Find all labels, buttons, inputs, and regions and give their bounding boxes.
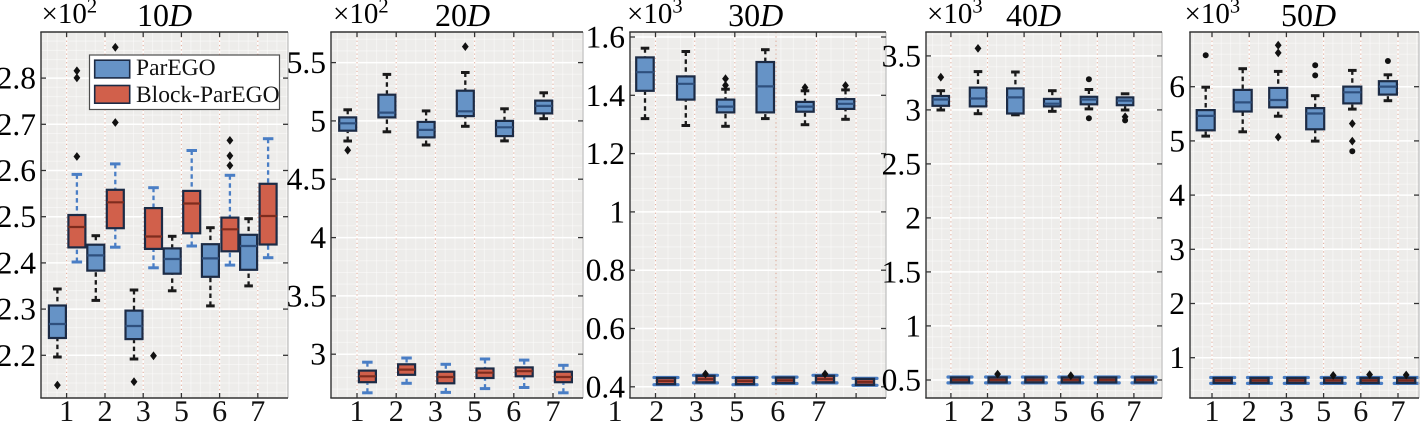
svg-text:2: 2 (980, 395, 995, 428)
svg-text:3: 3 (689, 395, 704, 428)
svg-text:50D: 50D (1281, 0, 1336, 33)
svg-text:1: 1 (1205, 395, 1220, 428)
svg-text:1: 1 (943, 395, 958, 428)
svg-text:20D: 20D (435, 0, 490, 33)
svg-text:6: 6 (1090, 395, 1105, 428)
svg-text:1: 1 (350, 395, 365, 428)
svg-text:30D: 30D (728, 0, 783, 33)
svg-text:5: 5 (1316, 395, 1331, 428)
svg-text:2: 2 (649, 395, 664, 428)
svg-text:3: 3 (310, 337, 326, 372)
svg-text:1: 1 (905, 308, 921, 343)
svg-text:7: 7 (250, 395, 265, 428)
svg-text:3: 3 (905, 92, 921, 127)
svg-text:3: 3 (428, 395, 443, 428)
svg-text:2: 2 (389, 395, 404, 428)
svg-text:ParEGO: ParEGO (136, 55, 216, 81)
svg-text:2: 2 (905, 200, 921, 235)
svg-text:6: 6 (1353, 395, 1368, 428)
svg-text:7: 7 (1126, 395, 1141, 428)
svg-text:4.5: 4.5 (287, 162, 326, 197)
svg-text:1: 1 (609, 194, 625, 229)
svg-text:2: 2 (1169, 286, 1185, 321)
svg-text:4: 4 (310, 220, 326, 255)
svg-text:5: 5 (467, 395, 482, 428)
svg-text:2.5: 2.5 (0, 199, 36, 234)
svg-text:7: 7 (1391, 395, 1406, 428)
svg-text:2.3: 2.3 (0, 292, 36, 327)
svg-text:6: 6 (212, 395, 227, 428)
svg-text:1.2: 1.2 (586, 136, 625, 171)
svg-text:6: 6 (770, 395, 785, 428)
svg-text:2.5: 2.5 (882, 146, 921, 181)
svg-text:3: 3 (1169, 232, 1185, 267)
svg-text:2: 2 (98, 395, 113, 428)
svg-text:2.8: 2.8 (0, 61, 36, 96)
svg-text:1.5: 1.5 (882, 254, 921, 289)
svg-text:4: 4 (1169, 178, 1185, 213)
svg-text:2.6: 2.6 (0, 153, 36, 188)
svg-text:3.5: 3.5 (287, 278, 326, 313)
svg-text:×103: ×103 (627, 0, 683, 30)
svg-text:5: 5 (729, 395, 744, 428)
svg-text:0.4: 0.4 (586, 369, 626, 404)
svg-text:40D: 40D (1006, 0, 1061, 33)
svg-text:6: 6 (506, 395, 521, 428)
svg-text:2.2: 2.2 (0, 338, 36, 373)
svg-text:0.8: 0.8 (586, 253, 625, 288)
svg-text:1: 1 (59, 395, 74, 428)
svg-text:1.6: 1.6 (586, 20, 625, 55)
svg-text:10D: 10D (137, 0, 192, 33)
svg-text:3: 3 (136, 395, 151, 428)
svg-text:2: 2 (1242, 395, 1257, 428)
svg-text:5: 5 (1053, 395, 1068, 428)
svg-text:5: 5 (1169, 123, 1185, 158)
svg-text:5: 5 (310, 103, 326, 138)
svg-text:0.5: 0.5 (882, 363, 921, 398)
svg-text:1: 1 (1169, 340, 1185, 375)
svg-text:2.4: 2.4 (0, 245, 36, 280)
svg-text:5.5: 5.5 (287, 45, 326, 80)
svg-text:5: 5 (174, 395, 189, 428)
svg-text:3: 3 (1279, 395, 1294, 428)
svg-text:0.6: 0.6 (586, 311, 625, 346)
svg-text:7: 7 (546, 395, 561, 428)
svg-text:2.7: 2.7 (0, 107, 36, 142)
svg-text:3: 3 (1017, 395, 1032, 428)
svg-text:6: 6 (1169, 69, 1185, 104)
svg-text:Block-ParEGO: Block-ParEGO (136, 82, 280, 108)
svg-text:1: 1 (608, 395, 623, 428)
svg-text:1.4: 1.4 (586, 78, 626, 113)
svg-text:7: 7 (811, 395, 826, 428)
svg-text:3.5: 3.5 (882, 38, 921, 73)
